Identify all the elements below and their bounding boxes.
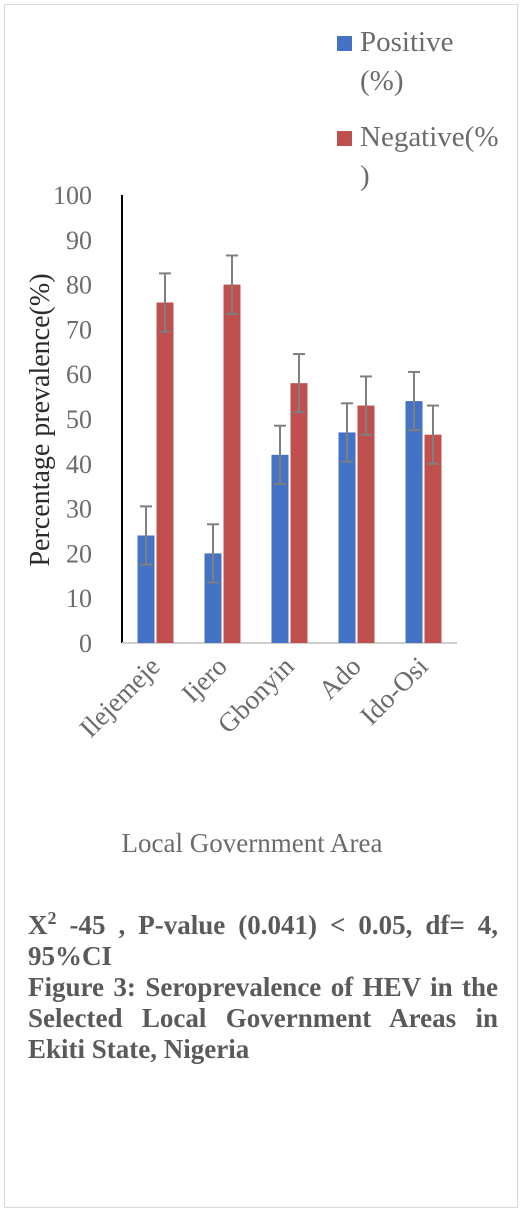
category-label: Ido-Osi bbox=[354, 651, 434, 731]
y-tick-label: 20 bbox=[66, 539, 92, 568]
legend: Positive (%) Negative(%) bbox=[337, 26, 499, 192]
category-label: Ilejemeje bbox=[74, 651, 166, 743]
page-frame bbox=[4, 4, 518, 1208]
legend-label-negative: ) bbox=[360, 160, 370, 192]
bar-positive bbox=[137, 535, 155, 643]
x-axis-title: Local Government Area bbox=[122, 828, 383, 858]
y-tick-label: 50 bbox=[66, 405, 92, 434]
y-tick-label: 40 bbox=[66, 450, 92, 479]
y-axis-title: Percentage prevalence(%) bbox=[25, 273, 56, 566]
bar-negative bbox=[424, 434, 442, 643]
stat-superscript: 2 bbox=[47, 908, 57, 928]
figure-caption: X2 -45 , P-value (0.041) < 0.05, df= 4, … bbox=[28, 903, 498, 1065]
legend-label-positive: (%) bbox=[360, 65, 403, 97]
bar-positive bbox=[271, 454, 289, 643]
bar-chart: Positive (%) Negative(%) 0 10 20 30 40 50 60 70 80… bbox=[25, 26, 499, 858]
y-tick-label: 0 bbox=[79, 629, 92, 658]
y-tick-label: 100 bbox=[53, 181, 92, 210]
bar-positive bbox=[405, 401, 423, 643]
y-tick-label: 90 bbox=[66, 226, 92, 255]
y-tick-label: 10 bbox=[66, 584, 92, 613]
category-label: Gbonyin bbox=[212, 651, 300, 739]
category-label: Ado bbox=[313, 651, 367, 705]
bar-positive bbox=[204, 553, 222, 643]
bar-negative bbox=[223, 284, 241, 643]
figure-title: Figure 3: Seroprevalence of HEV in the S… bbox=[28, 972, 498, 1064]
category-label: Ijero bbox=[175, 651, 232, 708]
legend-swatch-negative bbox=[337, 131, 352, 146]
y-axis-ticks: 0 10 20 30 40 50 60 70 80 90 100 bbox=[53, 181, 92, 658]
y-tick-label: 70 bbox=[66, 315, 92, 344]
stat-values: -45 , P-value (0.041) < 0.05, df= 4, 95%… bbox=[28, 910, 498, 971]
bars bbox=[137, 284, 442, 643]
y-tick-label: 60 bbox=[66, 360, 92, 389]
bar-positive bbox=[338, 432, 356, 643]
legend-label-positive: Positive bbox=[360, 26, 453, 58]
legend-label-negative: Negative(% bbox=[360, 121, 499, 153]
bar-negative bbox=[290, 383, 308, 643]
bar-negative bbox=[357, 405, 375, 643]
y-tick-label: 80 bbox=[66, 271, 92, 300]
y-tick-label: 30 bbox=[66, 495, 92, 524]
stat-symbol: X bbox=[28, 910, 48, 940]
statistics-line: X2 -45 , P-value (0.041) < 0.05, df= 4, … bbox=[28, 903, 498, 972]
bar-negative bbox=[156, 302, 174, 643]
legend-swatch-positive bbox=[337, 36, 352, 51]
error-bars bbox=[140, 254, 439, 584]
